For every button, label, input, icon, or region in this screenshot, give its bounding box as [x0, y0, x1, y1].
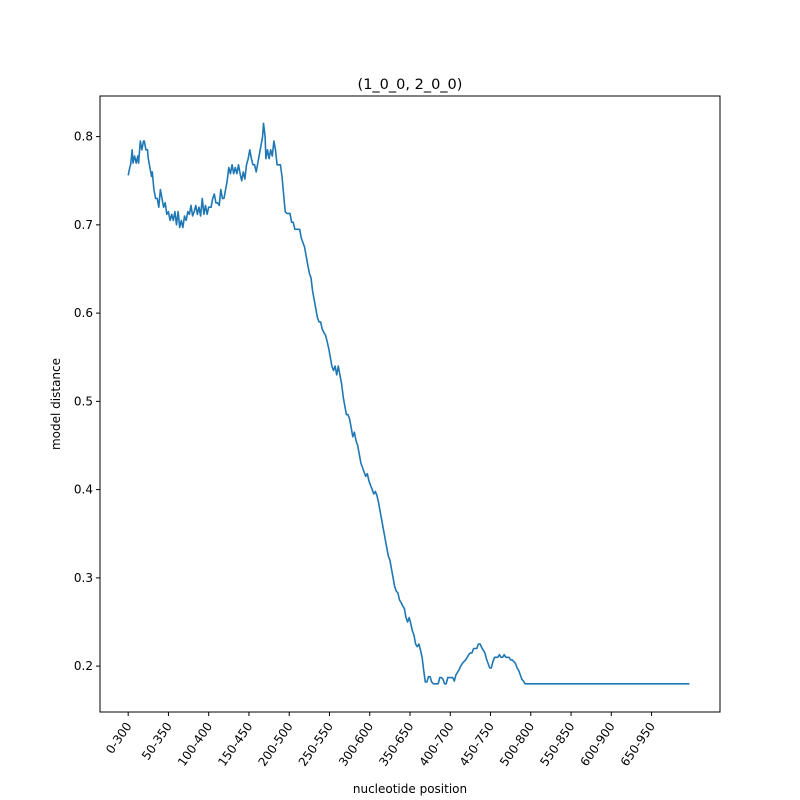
- x-axis-label: nucleotide position: [353, 782, 467, 796]
- y-axis-ticks: 0.2 0.3 0.4 0.5 0.6 0.7 0.8: [74, 130, 100, 673]
- y-tick-label: 0.8: [74, 130, 93, 144]
- series-line: [127, 122, 690, 685]
- x-tick-label: 450-750: [457, 720, 497, 769]
- x-tick-label: 200-500: [255, 720, 295, 769]
- y-axis-label: model distance: [49, 358, 63, 450]
- y-tick-label: 0.4: [74, 483, 93, 497]
- y-tick-label: 0.7: [74, 218, 93, 232]
- y-tick-label: 0.2: [74, 659, 93, 673]
- y-tick-label: 0.6: [74, 306, 93, 320]
- x-tick-label: 500-800: [497, 720, 537, 769]
- x-tick-label: 100-400: [175, 720, 215, 769]
- x-tick-label: 350-650: [376, 720, 416, 769]
- y-tick-label: 0.5: [74, 394, 93, 408]
- x-tick-label: 300-600: [336, 720, 376, 769]
- x-tick-label: 0-300: [103, 720, 134, 757]
- x-tick-label: 400-700: [416, 720, 456, 769]
- x-tick-label: 50-350: [139, 720, 175, 763]
- y-tick-label: 0.3: [74, 571, 93, 585]
- x-axis-ticks: 0-300 50-350 100-400 150-450 200-500 250-550 3…: [103, 712, 658, 769]
- x-tick-label: 150-450: [215, 720, 255, 769]
- x-tick-label: 550-850: [537, 720, 577, 769]
- chart-title: (1_0_0, 2_0_0): [358, 77, 463, 93]
- x-tick-label: 650-950: [618, 720, 658, 769]
- x-tick-label: 600-900: [578, 720, 618, 769]
- x-tick-label: 250-550: [296, 720, 336, 769]
